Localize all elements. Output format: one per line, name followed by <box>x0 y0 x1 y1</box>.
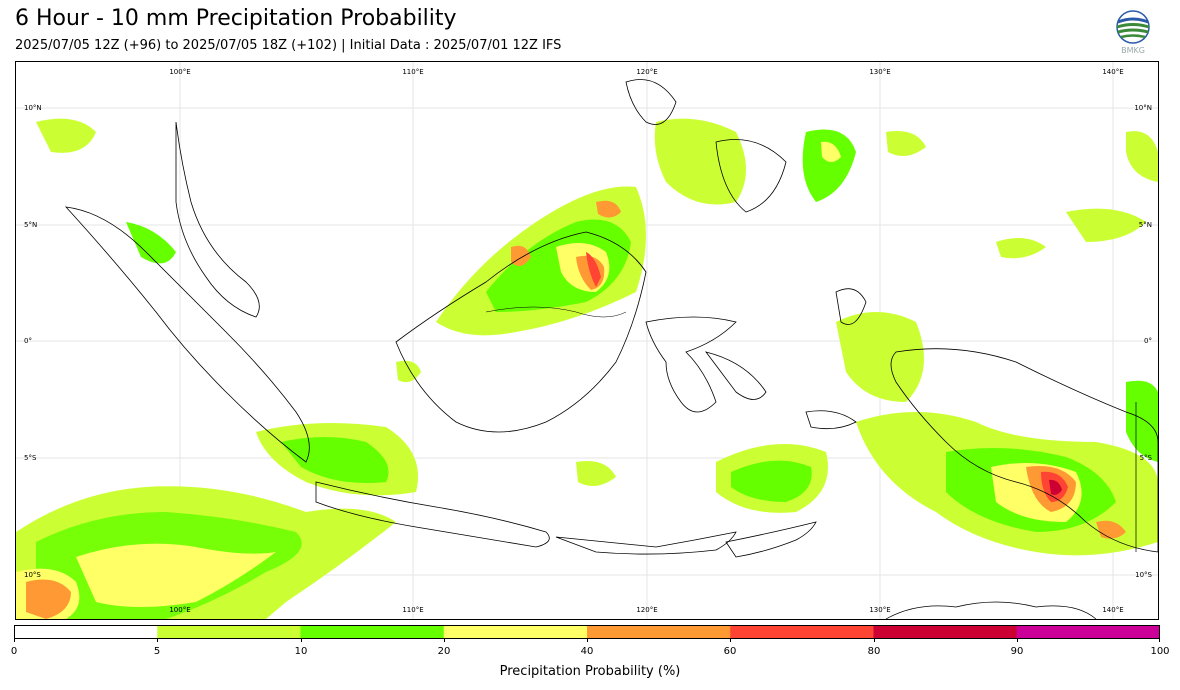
lat-label-right: 5°N <box>1139 221 1152 229</box>
colorbar-segment <box>587 625 731 639</box>
lon-label-bottom: 100°E <box>169 606 190 614</box>
lat-label-right: 10°S <box>1135 571 1152 579</box>
colorbar-tick-label: 5 <box>153 646 161 657</box>
lat-label-right: 10°N <box>1134 104 1152 112</box>
colorbar-segment <box>443 625 588 639</box>
chart-title: 6 Hour - 10 mm Precipitation Probability <box>15 6 457 31</box>
colorbar-tick-label: 100 <box>1150 646 1170 657</box>
colorbar-tick <box>14 638 15 642</box>
colorbar <box>14 624 1161 639</box>
lat-label-left: 5°S <box>24 454 37 462</box>
svg-text:BMKG: BMKG <box>1121 46 1145 55</box>
lon-label-top: 120°E <box>636 68 657 76</box>
colorbar-segment <box>1016 625 1161 639</box>
lon-label-top: 130°E <box>869 68 890 76</box>
lon-label-bottom: 110°E <box>402 606 423 614</box>
colorbar-segment <box>873 625 1018 639</box>
colorbar-segment <box>14 625 158 639</box>
colorbar-tick-label: 20 <box>437 646 451 657</box>
graticule-labels: 100°E 110°E 120°E 130°E 140°E 100°E 110°… <box>24 68 1153 614</box>
colorbar-segment <box>157 625 301 639</box>
colorbar-tick-label: 60 <box>723 646 737 657</box>
lat-label-right: 0° <box>1144 337 1152 345</box>
lon-label-top: 110°E <box>402 68 423 76</box>
colorbar-tick-label: 10 <box>294 646 308 657</box>
colorbar-tick <box>301 638 302 642</box>
colorbar-tick <box>874 638 875 642</box>
colorbar-tick-label: 80 <box>867 646 881 657</box>
lon-label-bottom: 120°E <box>636 606 657 614</box>
colorbar-tick <box>444 638 445 642</box>
precipitation-map: 100°E 110°E 120°E 130°E 140°E 100°E 110°… <box>15 61 1159 620</box>
colorbar-segment <box>730 625 874 639</box>
colorbar-ticks: 0 5 10 20 40 60 80 90 100 <box>10 638 1170 658</box>
colorbar-segment <box>300 625 445 639</box>
colorbar-tick <box>1017 638 1018 642</box>
lon-label-top: 140°E <box>1102 68 1123 76</box>
lat-label-right: 5°S <box>1140 454 1153 462</box>
colorbar-tick-label: 40 <box>580 646 594 657</box>
colorbar-tick-label: 90 <box>1010 646 1024 657</box>
colorbar-tick <box>730 638 731 642</box>
lat-label-left: 10°S <box>24 571 41 579</box>
colorbar-tick-label: 0 <box>10 646 18 657</box>
lon-label-bottom: 130°E <box>869 606 890 614</box>
coastlines <box>64 79 1158 619</box>
chart-subtitle: 2025/07/05 12Z (+96) to 2025/07/05 18Z (… <box>15 38 562 53</box>
precipitation-field <box>16 118 1158 619</box>
colorbar-tick <box>1159 638 1160 642</box>
colorbar-label: Precipitation Probability (%) <box>499 664 681 679</box>
lon-label-bottom: 140°E <box>1102 606 1123 614</box>
lat-label-left: 0° <box>24 337 32 345</box>
bmkg-logo-icon: BMKG <box>1114 10 1154 56</box>
lat-label-left: 10°N <box>24 104 42 112</box>
colorbar-tick <box>587 638 588 642</box>
lon-label-top: 100°E <box>169 68 190 76</box>
lat-label-left: 5°N <box>24 221 37 229</box>
colorbar-tick <box>157 638 158 642</box>
